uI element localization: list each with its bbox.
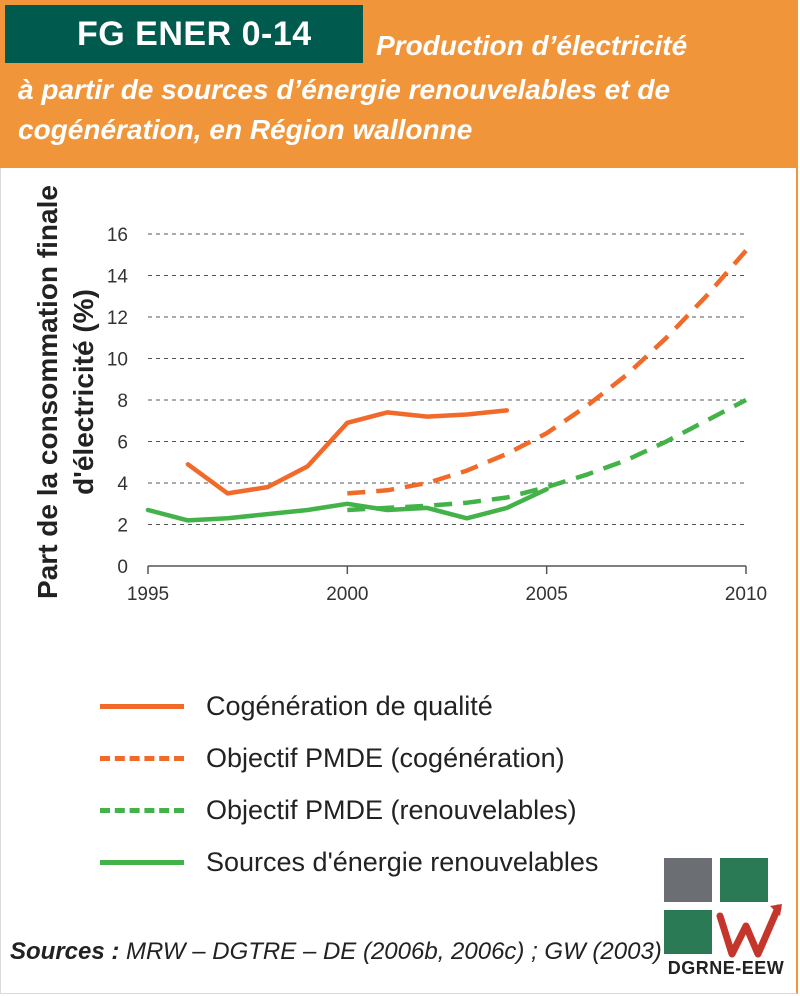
sources-note: Sources : MRW – DGTRE – DE (2006b, 2006c… (10, 938, 662, 966)
legend-label: Objectif PMDE (cogénération) (206, 742, 565, 773)
y-tick-label: 8 (117, 391, 128, 412)
x-tick-label: 2000 (326, 584, 368, 605)
sources-text: MRW – DGTRE – DE (2006b, 2006c) ; GW (20… (119, 938, 662, 965)
logo-w-mark-icon (716, 904, 782, 958)
title-line-3: cogénération, en Région wallonne (18, 114, 473, 145)
legend-item-pmde-cogeneration: Objectif PMDE (cogénération) (100, 732, 598, 784)
y-tick-label: 4 (117, 474, 128, 495)
title-line-1: Production d’électricité (376, 30, 688, 61)
figure-code: ENER 0-14 (135, 15, 312, 53)
legend-label: Cogénération de qualité (206, 690, 493, 721)
y-tick-label: 10 (107, 350, 128, 371)
x-tick-label: 1995 (127, 584, 169, 605)
legend-item-cogeneration: Cogénération de qualité (100, 680, 598, 732)
legend-swatch-cogeneration (100, 703, 184, 709)
figure-tag: FG ENER 0-14 (5, 5, 363, 63)
dgrne-eew-logo: DGRNE-EEW (664, 858, 788, 986)
y-tick-label: 2 (117, 516, 128, 537)
series-line-3 (145, 486, 549, 523)
x-tick-label: 2005 (526, 584, 568, 605)
figure-prefix: FG (77, 15, 126, 53)
legend-item-renewables: Sources d'énergie renouvelables (100, 836, 598, 888)
legend-swatch-renewables (100, 859, 184, 865)
legend: Cogénération de qualité Objectif PMDE (c… (100, 680, 598, 888)
logo-square-grey (664, 858, 712, 902)
y-tick-label: 0 (117, 557, 128, 578)
y-tick-label: 14 (107, 267, 129, 288)
series-line-0 (185, 408, 510, 496)
series-line-1 (347, 249, 748, 496)
y-tick-label: 12 (107, 308, 128, 329)
line-chart: 0 2 4 6 8 10 12 14 16 1995 2000 2005 2010 (107, 225, 767, 605)
sources-label: Sources : (10, 938, 120, 965)
legend-swatch-pmde-cogeneration (100, 755, 184, 761)
legend-label: Sources d'énergie renouvelables (206, 846, 599, 877)
legend-item-pmde-renewables: Objectif PMDE (renouvelables) (100, 784, 598, 836)
y-tick-label: 6 (117, 433, 128, 454)
logo-square-green-1 (720, 858, 768, 902)
logo-text: DGRNE-EEW (667, 958, 785, 978)
logo-square-green-2 (664, 910, 712, 954)
title-line-2: à partir de sources d’énergie renouvelab… (18, 74, 671, 105)
y-tick-label: 16 (107, 225, 128, 246)
legend-label: Objectif PMDE (renouvelables) (206, 794, 577, 825)
header-banner: FG ENER 0-14 Production d’électricité à … (0, 0, 798, 168)
legend-swatch-pmde-renewables (100, 807, 184, 813)
x-tick-label: 2010 (725, 584, 767, 605)
